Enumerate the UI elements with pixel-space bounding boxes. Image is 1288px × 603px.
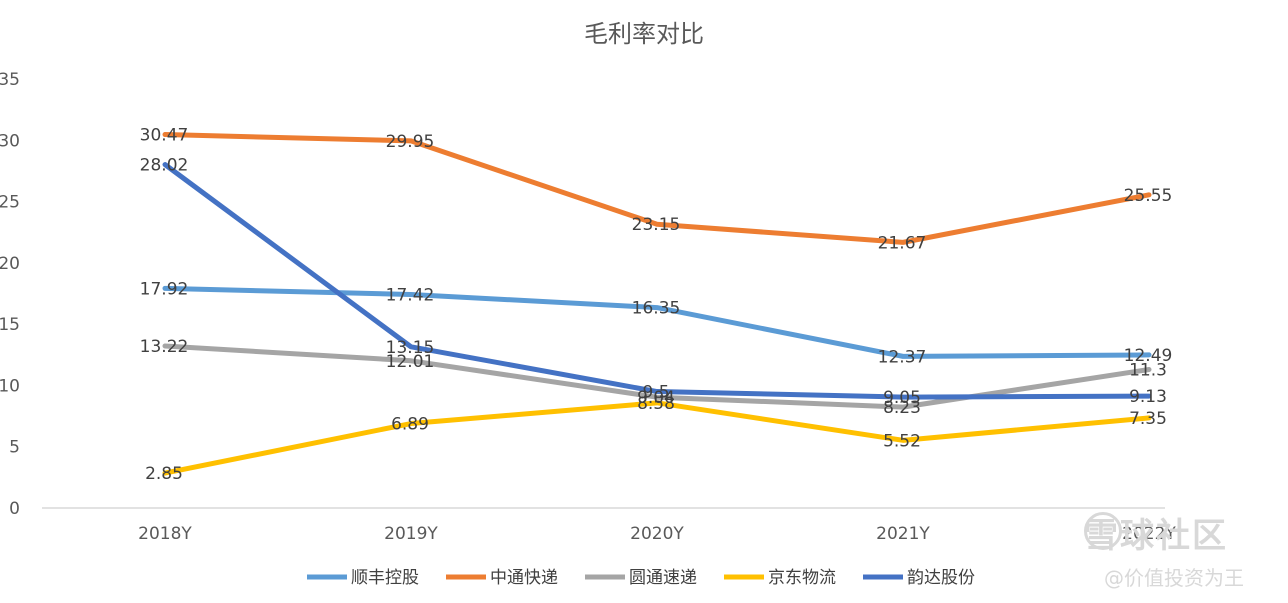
data-label: 9.5 (642, 383, 669, 403)
watermark-author: @价值投资为王 (1104, 566, 1244, 590)
chart-title: 毛利率对比 (584, 20, 704, 48)
data-label: 12.37 (878, 347, 927, 367)
series-line (162, 400, 1152, 476)
data-label: 13.15 (386, 338, 435, 358)
data-label: 29.95 (386, 132, 435, 152)
x-tick-label: 2021Y (876, 524, 930, 544)
series-line (162, 285, 1152, 359)
data-label: 9.05 (883, 388, 921, 408)
data-label: 12.49 (1124, 346, 1173, 366)
y-tick-label: 5 (9, 438, 20, 458)
legend-label: 圆通速递 (629, 568, 697, 588)
data-label: 17.92 (140, 279, 189, 299)
legend: 顺丰控股 中通快递 圆通速递 京东物流 韵达股份 (307, 568, 975, 588)
data-label: 6.89 (391, 415, 429, 435)
data-label: 21.67 (878, 233, 927, 253)
series-lines (162, 132, 1152, 476)
data-label: 7.35 (1129, 409, 1167, 429)
data-label: 2.85 (145, 464, 183, 484)
y-tick-label: 10 (0, 376, 20, 396)
watermark-logo: 雪球社区 (1084, 516, 1228, 556)
x-tick-label: 2020Y (630, 524, 684, 544)
legend-label: 韵达股份 (907, 568, 975, 588)
data-label: 5.52 (883, 431, 921, 451)
data-label: 23.15 (632, 215, 681, 235)
data-label: 9.13 (1129, 387, 1167, 407)
legend-label: 京东物流 (768, 568, 836, 588)
data-label: 30.47 (140, 126, 189, 146)
watermark-logo-icon (1084, 512, 1122, 550)
y-tick-label: 15 (0, 315, 20, 335)
y-tick-label: 20 (0, 254, 20, 274)
data-label: 17.42 (386, 285, 435, 305)
x-tick-label: 2018Y (138, 524, 192, 544)
data-label: 9.04 (637, 388, 675, 408)
x-axis-ticks: 2018Y 2019Y 2020Y 2021Y 2022Y (138, 524, 1176, 544)
data-label: 16.35 (632, 299, 681, 319)
data-label: 8.23 (883, 398, 921, 418)
series-line (162, 132, 1152, 245)
data-label: 12.01 (386, 352, 435, 372)
y-tick-label: 0 (9, 499, 20, 519)
legend-label: 中通快递 (490, 568, 558, 588)
data-label: 25.55 (1124, 186, 1173, 206)
data-label: 11.3 (1129, 360, 1167, 380)
series-line (162, 162, 1152, 400)
x-tick-label: 2019Y (384, 524, 438, 544)
y-tick-label: 25 (0, 193, 20, 213)
y-axis-ticks: 0 5 10 15 20 25 30 35 (0, 70, 20, 519)
data-label: 8.58 (637, 394, 675, 414)
x-tick-label: 2022Y (1122, 524, 1176, 544)
legend-label: 顺丰控股 (351, 568, 419, 588)
data-label: 28.02 (140, 156, 189, 176)
data-labels: 17.92 17.42 16.35 12.37 12.49 30.47 29.95 23.15… (140, 126, 1173, 485)
data-label: 13.22 (140, 337, 189, 357)
y-tick-label: 35 (0, 70, 20, 90)
y-tick-label: 30 (0, 131, 20, 151)
